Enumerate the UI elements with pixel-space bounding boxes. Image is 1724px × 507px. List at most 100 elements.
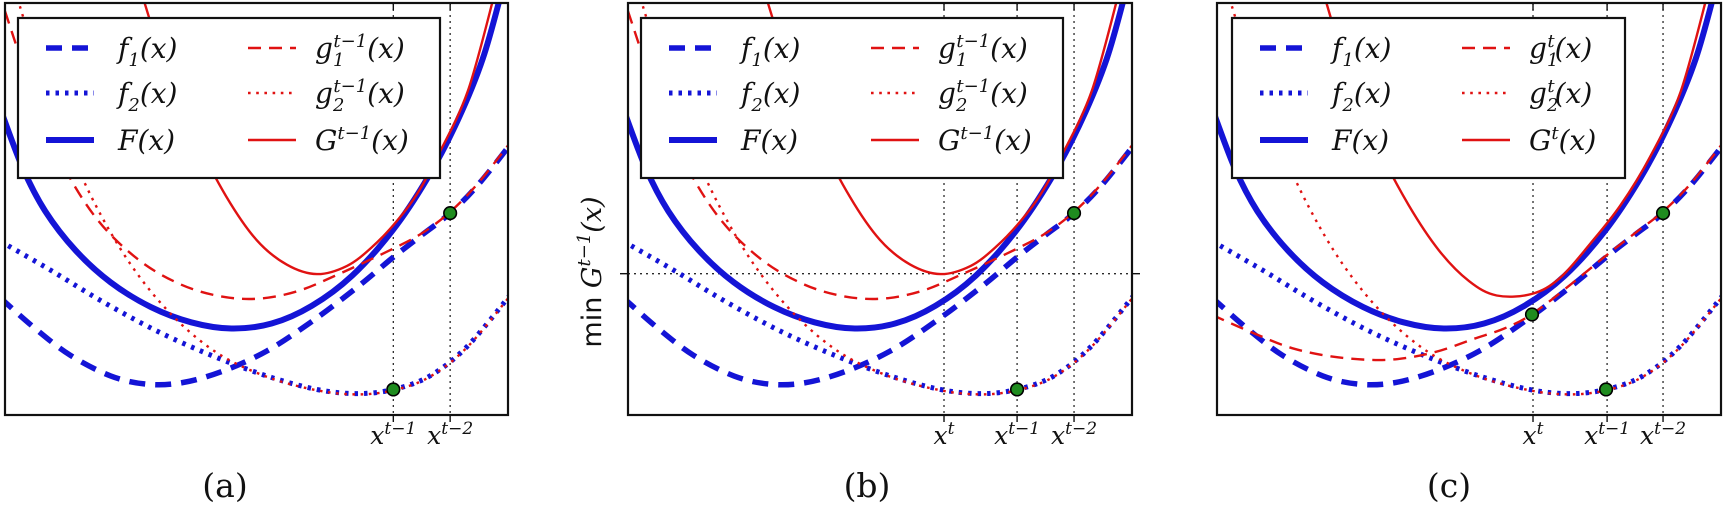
curve-g1 bbox=[628, 10, 1132, 301]
legend-label-g2-part: t−1 bbox=[956, 76, 990, 97]
legend-label-f2: f2(x) bbox=[116, 77, 177, 116]
x-tick-label-part: x bbox=[427, 421, 441, 450]
legend-label-g2-part: t bbox=[1547, 76, 1555, 97]
legend-label-g1: g1t−1(x) bbox=[938, 31, 1028, 71]
legend-label-F-part: (x) bbox=[1351, 124, 1389, 157]
legend-label-g1-part: 1 bbox=[1547, 50, 1558, 71]
legend-label-f1-part: 1 bbox=[1342, 50, 1353, 71]
legend-label-G-part: G bbox=[1529, 124, 1551, 157]
legend-label-g2: g2t−1(x) bbox=[315, 76, 405, 116]
legend-label-f1: f1(x) bbox=[1330, 32, 1391, 71]
legend-label-f2-part: 2 bbox=[1341, 95, 1353, 116]
x-tick-label-part: t−1 bbox=[384, 419, 416, 439]
x-tick-label-part: t−1 bbox=[1598, 419, 1630, 439]
curve-f1 bbox=[628, 142, 1132, 388]
iterate-point-marker bbox=[1066, 206, 1082, 221]
legend-label-g2-part: (x) bbox=[990, 77, 1028, 110]
legend-box bbox=[16, 16, 442, 180]
plot-frame bbox=[1215, 1, 1723, 417]
legend-label-g1-part: t−1 bbox=[956, 31, 990, 52]
curve-f1 bbox=[1217, 142, 1721, 388]
legend-label-F: F(x) bbox=[1331, 124, 1389, 157]
legend-label-G: Gt(x) bbox=[1529, 123, 1596, 157]
x-tick-label: xt−1 bbox=[1584, 419, 1630, 450]
legend-label-F-part: (x) bbox=[760, 124, 798, 157]
x-tick-label-part: x bbox=[994, 421, 1008, 450]
x-tick-label: xt bbox=[934, 419, 955, 450]
panel-a: xt−1 xt−2f1(x)f2(x)F(x)g1t−1(x)g2t−1(x)Gt… bbox=[3, 1, 510, 450]
legend-label-g2-part: 2 bbox=[955, 95, 967, 116]
legend-label-G-part: t−1 bbox=[960, 123, 994, 144]
x-tick-label-part: t bbox=[948, 419, 955, 439]
legend-label-f1-part: (x) bbox=[140, 32, 178, 65]
legend-label-g2-part: 2 bbox=[332, 95, 344, 116]
legend-label-G: Gt−1(x) bbox=[315, 123, 409, 157]
y-axis-label-part: t−1 bbox=[574, 233, 595, 267]
iterate-point-marker bbox=[1598, 382, 1614, 397]
plot-frame bbox=[626, 1, 1134, 417]
legend-label-f1-part: 1 bbox=[751, 50, 762, 71]
x-tick-label-part: t bbox=[1537, 419, 1544, 439]
x-tick-label: xt bbox=[1523, 419, 1544, 450]
legend-label-G-part: (x) bbox=[1559, 124, 1597, 157]
iterate-point-marker bbox=[386, 382, 401, 397]
legend-label-g2: g2t−1(x) bbox=[938, 76, 1028, 116]
x-tick-label: xt−2 bbox=[1640, 419, 1686, 450]
y-axis-label-part: G bbox=[577, 267, 608, 289]
y-axis-label-group: min Gt−1(x) bbox=[574, 196, 608, 347]
legend-box bbox=[639, 16, 1065, 180]
legend-label-g1-part: g bbox=[1529, 32, 1547, 65]
y-axis-label: min Gt−1(x) bbox=[574, 196, 608, 347]
legend-label-g1-part: (x) bbox=[1555, 32, 1593, 65]
legend-label-F: F(x) bbox=[117, 124, 175, 157]
legend-label-g1-part: (x) bbox=[367, 32, 405, 65]
panel-c: xt xt−1 xt−2f1(x)f2(x)F(x)g1t(x)g2t(x)Gt(x… bbox=[1215, 1, 1723, 450]
x-tick-label: xt−1 bbox=[370, 419, 416, 450]
x-tick-label: xt−2 bbox=[427, 419, 473, 450]
legend-label-G-part: t−1 bbox=[337, 123, 371, 144]
caption-b: (b) bbox=[843, 466, 891, 505]
legend-label-f1-part: 1 bbox=[128, 50, 139, 71]
legend-label-g2-part: (x) bbox=[367, 77, 405, 110]
x-tick-label-part: x bbox=[934, 421, 948, 450]
x-tick-label: xt−2 bbox=[1051, 419, 1097, 450]
curve-f2 bbox=[5, 241, 508, 397]
legend-label-F-part: F bbox=[1331, 124, 1353, 157]
x-tick-label-part: x bbox=[1640, 421, 1654, 450]
legend-label-F-part: (x) bbox=[137, 124, 175, 157]
legend-label-f1-part: (x) bbox=[763, 32, 801, 65]
legend-label-f2-part: 2 bbox=[750, 95, 762, 116]
legend-label-g1: g1t(x) bbox=[1529, 31, 1592, 71]
x-tick-label-part: t−2 bbox=[441, 419, 473, 439]
curve-g1 bbox=[5, 10, 508, 301]
legend-label-g1-part: 1 bbox=[956, 50, 967, 71]
legend-label-f2-part: (x) bbox=[763, 77, 801, 110]
legend-label-g2-part: t−1 bbox=[333, 76, 367, 97]
curve-f1 bbox=[5, 142, 508, 388]
legend-label-f2-part: 2 bbox=[127, 95, 139, 116]
iterate-point-marker bbox=[1524, 307, 1540, 322]
legend-label-g2: g2t(x) bbox=[1529, 76, 1592, 116]
legend-box bbox=[1230, 16, 1627, 180]
curve-F bbox=[1217, 3, 1715, 332]
legend-label-g1-part: t bbox=[1547, 31, 1555, 52]
caption-a: (a) bbox=[202, 466, 248, 505]
x-tick-label-part: x bbox=[1523, 421, 1537, 450]
legend-label-g2-part: g bbox=[1529, 77, 1547, 110]
x-tick-label-part: t−2 bbox=[1654, 419, 1686, 439]
y-axis-label-part: min bbox=[577, 288, 608, 348]
x-tick-label-part: x bbox=[370, 421, 384, 450]
curve-F bbox=[5, 3, 502, 332]
legend-label-g1-part: 1 bbox=[333, 50, 344, 71]
iterate-point-marker bbox=[1655, 206, 1671, 221]
legend-label-f2-part: (x) bbox=[1354, 77, 1392, 110]
legend-label-F: F(x) bbox=[740, 124, 798, 157]
legend-label-G-part: G bbox=[315, 124, 337, 157]
legend-label-f1-part: (x) bbox=[1354, 32, 1392, 65]
legend-label-F-part: F bbox=[117, 124, 139, 157]
legend-label-G-part: (x) bbox=[994, 124, 1032, 157]
curve-f2 bbox=[1217, 241, 1721, 397]
legend-label-g1-part: g bbox=[315, 32, 333, 65]
curve-F bbox=[628, 3, 1126, 332]
